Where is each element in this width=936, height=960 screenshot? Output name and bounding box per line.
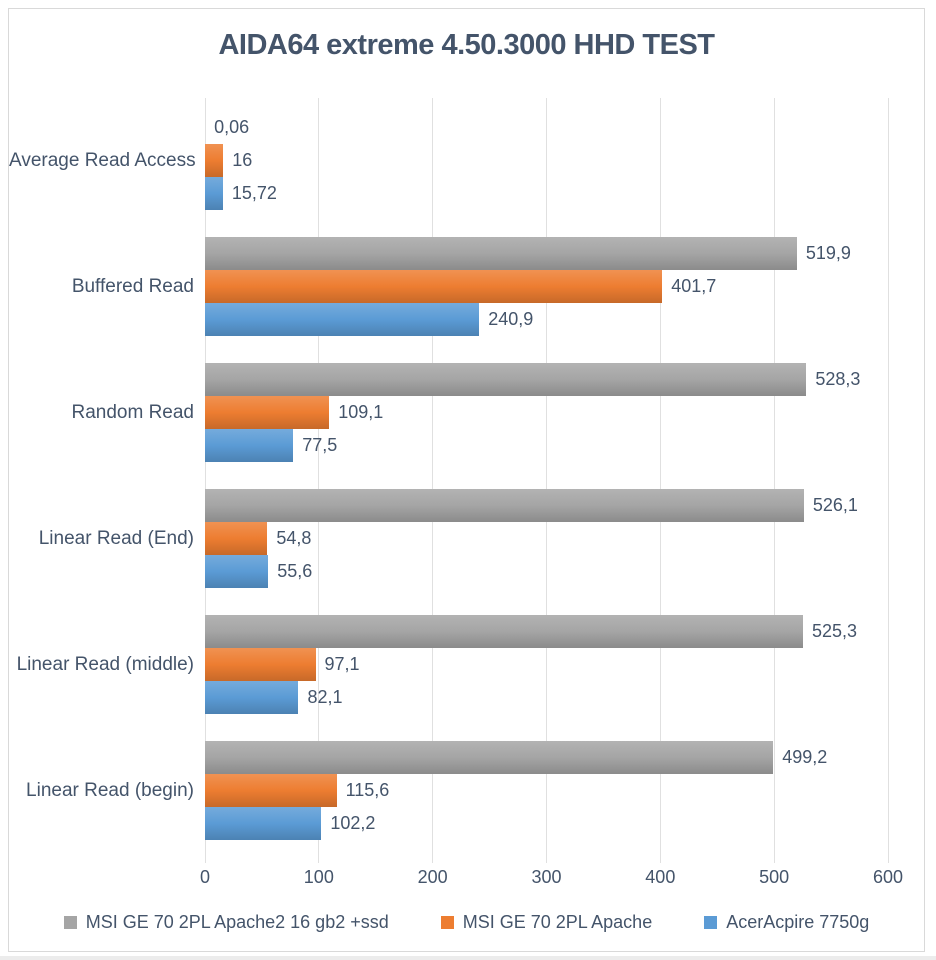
tick-label-400: 400 [645, 867, 676, 887]
bar [205, 615, 803, 648]
bar-value-label: 240,9 [488, 309, 534, 329]
plot-area: 0,06 16 15,72 519,9 401,7 240,9 528,3 109,1 77,5… [204, 98, 889, 863]
legend-label: MSI GE 70 2PL Apache [462, 912, 653, 932]
bar [205, 237, 797, 270]
bar-value-label: 525,3 [811, 621, 857, 641]
gridline-500 [773, 98, 775, 863]
gridline-400 [659, 98, 661, 863]
bar [205, 522, 268, 555]
bar-value-label: 15,72 [231, 183, 277, 203]
bar-value-label: 77,5 [302, 435, 338, 455]
gridline-300 [546, 98, 547, 863]
window-edge [0, 956, 936, 960]
tick-label-0: 0 [199, 867, 210, 887]
category-label: Average Read Access [9, 149, 196, 171]
gridline-200 [432, 98, 434, 863]
bar-group: 499,2 115,6 102,2 [205, 741, 888, 840]
category-label: Random Read [71, 401, 194, 423]
gridline-0 [204, 98, 206, 863]
bar-group: 526,1 54,8 55,6 [205, 489, 888, 588]
bar [205, 363, 807, 396]
category-label: Linear Read (middle) [16, 653, 194, 675]
category-axis: Average Read Access Buffered Read Random R… [9, 9, 196, 951]
legend-label: MSI GE 70 2PL Apache2 16 gb2 +ssd [85, 912, 389, 932]
bar-group: 0,06 16 15,72 [205, 111, 888, 210]
bar [205, 144, 224, 177]
legend-item: MSI GE 70 2PL Apache2 16 gb2 +ssd [63, 912, 389, 933]
legend-swatch-icon [704, 916, 718, 929]
bar-value-label: 102,2 [330, 813, 376, 833]
bar-group: 528,3 109,1 77,5 [205, 363, 888, 462]
bar-value-label: 115,6 [345, 780, 390, 800]
bar [205, 648, 316, 681]
legend-swatch-icon [440, 916, 454, 929]
bar-value-label: 499,2 [782, 747, 828, 767]
legend-item: AcerAcpire 7750g [704, 912, 869, 933]
bar [205, 270, 663, 303]
tick-label-100: 100 [303, 867, 334, 887]
legend-swatch-icon [63, 916, 77, 929]
bar [205, 555, 269, 588]
bar-group: 519,9 401,7 240,9 [205, 237, 888, 336]
bar-value-label: 0,06 [214, 117, 250, 137]
tick-label-200: 200 [417, 867, 448, 887]
bar [205, 807, 322, 840]
bar [205, 741, 774, 774]
bar-value-label: 82,1 [307, 687, 343, 707]
bar [205, 396, 330, 429]
gridline-100 [318, 98, 320, 863]
bar [205, 774, 337, 807]
category-label: Buffered Read [71, 275, 194, 297]
bar-value-label: 528,3 [815, 369, 861, 389]
bar [205, 177, 223, 210]
legend: MSI GE 70 2PL Apache2 16 gb2 +ssd MSI GE … [9, 912, 924, 933]
tick-label-300: 300 [531, 867, 562, 887]
legend-label: AcerAcpire 7750g [726, 912, 870, 932]
category-label: Linear Read (begin) [26, 779, 194, 801]
bar-value-label: 16 [232, 150, 253, 170]
bar-value-label: 55,6 [277, 561, 313, 581]
bar-value-label: 97,1 [324, 654, 360, 674]
chart-frame: AIDA64 extreme 4.50.3000 HHD TEST 0,06 16… [8, 8, 925, 952]
legend-item: MSI GE 70 2PL Apache [440, 912, 653, 933]
bar [205, 303, 480, 336]
tick-label-500: 500 [759, 867, 790, 887]
bar-value-label: 526,1 [812, 495, 858, 515]
chart-title: AIDA64 extreme 4.50.3000 HHD TEST [218, 29, 715, 61]
tick-label-600: 600 [872, 867, 904, 887]
bar-group: 525,3 97,1 82,1 [205, 615, 888, 714]
bar-value-label: 54,8 [276, 528, 312, 548]
bar-value-label: 401,7 [671, 276, 717, 296]
bar-value-label: 109,1 [338, 402, 384, 422]
bar [205, 489, 804, 522]
bar-value-label: 519,9 [805, 243, 851, 263]
gridline-600 [887, 98, 889, 863]
bar [205, 429, 294, 462]
bar [205, 681, 299, 714]
category-label: Linear Read (End) [38, 527, 194, 549]
